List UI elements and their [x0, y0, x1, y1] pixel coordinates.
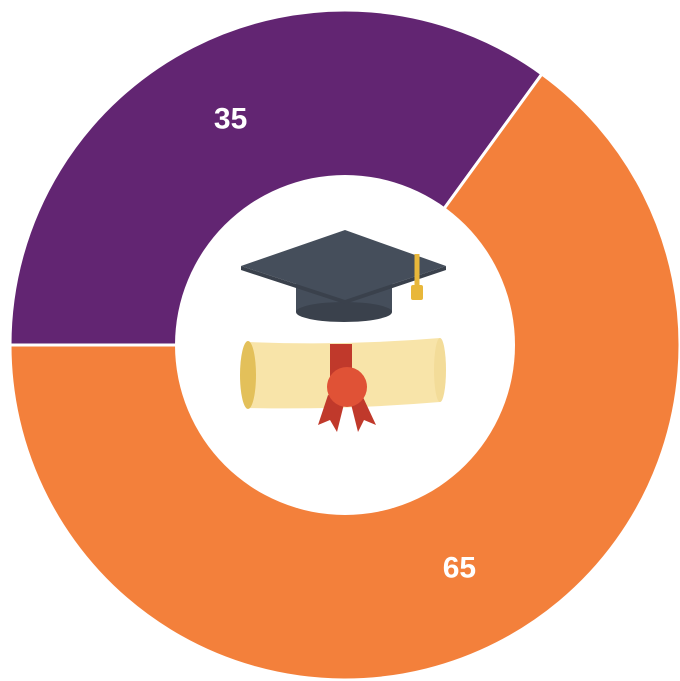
- slice: [8, 8, 545, 347]
- value-label: 35: [214, 102, 247, 135]
- graduation-icon: [240, 230, 446, 432]
- value-label: 65: [443, 551, 476, 584]
